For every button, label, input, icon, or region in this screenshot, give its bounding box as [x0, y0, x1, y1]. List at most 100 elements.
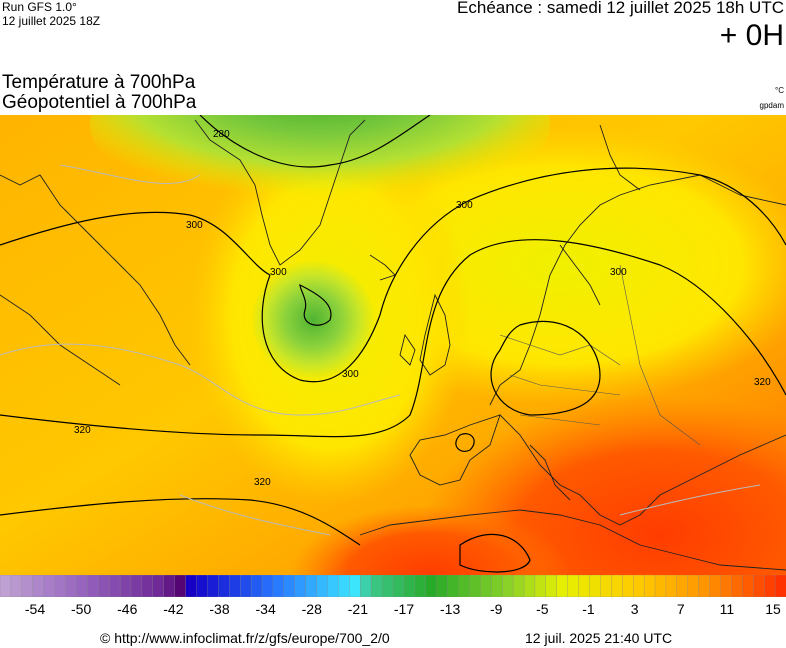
color-scale-swatch — [392, 575, 405, 597]
color-scale-swatch — [109, 575, 121, 597]
color-scale-tick-label: -42 — [163, 601, 184, 617]
borders — [499, 264, 701, 446]
color-scale-swatch — [414, 575, 427, 597]
color-scale-swatch — [611, 575, 623, 597]
color-scale-swatch — [545, 575, 558, 597]
color-scale-tick-label: 3 — [630, 601, 639, 617]
color-scale-swatch — [152, 575, 165, 597]
contour-label: 300 — [342, 369, 359, 380]
color-scale-swatch — [425, 575, 438, 597]
color-scale-swatch — [0, 575, 12, 597]
color-scale-swatch — [556, 575, 569, 597]
color-scale-swatch — [305, 575, 318, 597]
color-scale-swatch — [622, 575, 634, 597]
color-scale-tick-label: -50 — [71, 601, 92, 617]
color-scale-swatch — [250, 575, 263, 597]
color-scale-swatch — [698, 575, 711, 597]
color-scale-swatch — [316, 575, 328, 597]
color-scale-swatch — [567, 575, 580, 597]
color-scale-swatch — [349, 575, 361, 597]
color-scale-swatch — [229, 575, 241, 597]
color-scale-swatch — [480, 575, 492, 597]
map-title-temperature: Température à 700hPa — [2, 72, 196, 93]
color-scale-swatch — [32, 575, 45, 597]
run-date: 12 juillet 2025 18Z — [2, 14, 101, 28]
color-scale-tick-label: 7 — [676, 601, 685, 617]
color-scale-labels: -54 -50 -46 -42 -38 -34 -28 -21 -17 -13 -9 -5 -1 3 7 11… — [0, 597, 786, 621]
color-scale-swatch — [261, 575, 274, 597]
color-scale-swatch — [10, 575, 23, 597]
color-scale-tick-label: -17 — [393, 601, 415, 617]
color-scale-swatch — [54, 575, 66, 597]
color-scale-swatch — [436, 575, 449, 597]
color-scale-swatch — [65, 575, 77, 597]
color-scale-swatch — [163, 575, 176, 597]
contour-label: 300 — [610, 267, 627, 278]
color-scale-bar — [0, 575, 786, 597]
color-scale-tick-label: -34 — [255, 601, 276, 617]
color-scale-tick-label: -13 — [440, 601, 461, 617]
color-scale-swatch — [720, 575, 732, 597]
color-scale-swatch — [742, 575, 754, 597]
color-scale-swatch — [403, 575, 416, 597]
contour-label: 320 — [254, 477, 271, 488]
color-scale-tick-label: -5 — [536, 601, 549, 617]
color-scale-swatch — [447, 575, 459, 597]
unit-geopotential: gpdam — [759, 101, 784, 110]
color-scale-swatch — [207, 575, 219, 597]
color-scale-swatch — [43, 575, 56, 597]
color-scale-swatch — [589, 575, 601, 597]
color-scale-tick-label: -38 — [209, 601, 230, 617]
color-scale-swatch — [130, 575, 143, 597]
color-scale-swatch — [174, 575, 187, 597]
color-scale-swatch — [654, 575, 667, 597]
color-scale-swatch — [676, 575, 689, 597]
warm-zone-north-africa — [290, 505, 570, 575]
color-scale-swatch — [502, 575, 514, 597]
weather-map: 280 300 300 300 300 320 320 320 300 — [0, 115, 786, 575]
color-scale-tick-label: -28 — [301, 601, 322, 617]
coastlines — [0, 119, 786, 571]
color-scale-swatch — [283, 575, 296, 597]
color-scale-tick-label: -21 — [347, 601, 368, 617]
color-scale-swatch — [360, 575, 372, 597]
contour-label: 300 — [456, 200, 473, 211]
temperature-isolines — [0, 164, 761, 536]
map-title-geopotential: Géopotentiel à 700hPa — [2, 92, 197, 113]
color-scale-swatch — [764, 575, 776, 597]
contour-label: 320 — [74, 425, 91, 436]
color-scale-swatch — [381, 575, 394, 597]
run-title: Run GFS 1.0° — [2, 0, 77, 14]
color-scale-tick-label: 11 — [719, 601, 735, 617]
color-scale-swatch — [327, 575, 339, 597]
color-scale-swatch — [119, 575, 132, 597]
source-credit: © http://www.infoclimat.fr/z/gfs/europe/… — [100, 630, 390, 646]
color-scale-swatch — [512, 575, 525, 597]
color-scale-tick-label: 15 — [765, 601, 781, 617]
contour-label: 300 — [270, 267, 287, 278]
forecast-time: Echéance : samedi 12 juillet 2025 18h UT… — [457, 0, 784, 17]
geopotential-isolines — [0, 115, 786, 573]
color-scale-swatch — [272, 575, 285, 597]
color-scale-swatch — [523, 575, 536, 597]
color-scale-swatch — [371, 575, 383, 597]
color-scale-swatch — [709, 575, 721, 597]
contour-label: 320 — [754, 377, 771, 388]
color-scale-swatch — [218, 575, 230, 597]
unit-temperature: °C — [775, 86, 784, 95]
color-scale-swatch — [731, 575, 743, 597]
generation-time: 12 juil. 2025 21:40 UTC — [525, 630, 673, 646]
color-scale-swatch — [633, 575, 645, 597]
cold-core-low — [251, 260, 375, 380]
color-scale-swatch — [98, 575, 110, 597]
color-scale-swatch — [578, 575, 590, 597]
color-scale-swatch — [643, 575, 656, 597]
color-scale-swatch — [753, 575, 765, 597]
color-scale-swatch — [491, 575, 503, 597]
color-scale-swatch — [534, 575, 547, 597]
color-scale-swatch — [294, 575, 307, 597]
contour-label: 280 — [213, 129, 230, 140]
color-scale-swatch — [687, 575, 700, 597]
color-scale-swatch — [458, 575, 470, 597]
color-scale-swatch — [87, 575, 99, 597]
